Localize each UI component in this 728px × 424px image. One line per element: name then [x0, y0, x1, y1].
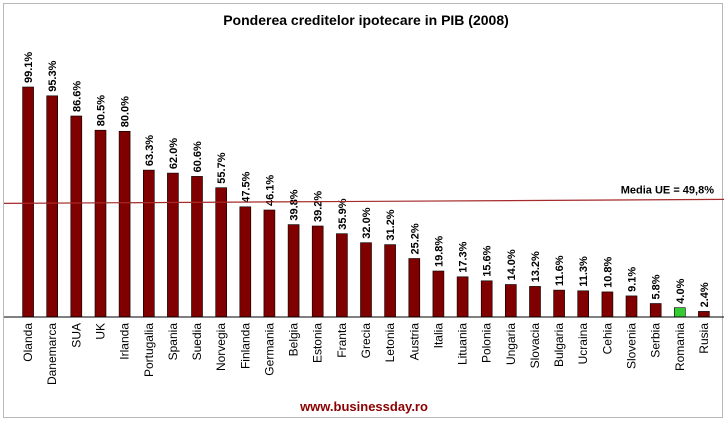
value-label-serbia: 5.8%	[651, 274, 663, 299]
bar-austria	[408, 258, 421, 318]
chart-title: Ponderea creditelor ipotecare in PIB (20…	[223, 12, 509, 28]
chart-frame: Ponderea creditelor ipotecare in PIB (20…	[3, 3, 724, 418]
bar-norvegia	[215, 187, 227, 318]
value-label-slovenia: 9.1%	[627, 267, 639, 292]
category-label-grecia: Grecia	[359, 323, 373, 359]
bar-uk	[94, 129, 107, 318]
bar-romania	[673, 307, 686, 318]
value-label-cehia: 10.8%	[602, 256, 614, 287]
category-label-estonia: Estonia	[311, 323, 325, 363]
category-label-polonia: Polonia	[480, 323, 494, 363]
value-label-franta: 35.9%	[337, 198, 349, 229]
category-label-rusia: Rusia	[697, 323, 711, 354]
category-label-belgia: Belgia	[287, 323, 301, 357]
value-label-sua: 86.6%	[71, 81, 83, 112]
category-label-slovacia: Slovacia	[528, 323, 542, 369]
value-label-grecia: 32.0%	[361, 207, 373, 238]
category-label-cehia: Cehia	[600, 323, 614, 355]
bars-group	[22, 86, 710, 318]
category-label-suedia: Suedia	[190, 323, 204, 361]
category-label-olanda: Olanda	[21, 323, 35, 362]
value-label-polonia: 15.6%	[482, 245, 494, 276]
category-label-germania: Germania	[262, 323, 276, 376]
bar-letonia	[384, 244, 396, 318]
value-label-bulgaria: 11.6%	[554, 255, 566, 286]
category-label-serbia: Serbia	[649, 323, 663, 358]
category-label-austria: Austria	[407, 323, 421, 361]
category-label-letonia: Letonia	[383, 323, 397, 363]
category-label-ucraina: Ucraina	[576, 323, 590, 365]
value-label-rusia: 2.4%	[699, 282, 711, 307]
average-line-label: Media UE = 49,8%	[621, 184, 714, 196]
source-watermark: www.businessday.ro	[299, 399, 428, 414]
value-label-olanda: 99.1%	[23, 52, 35, 83]
bar-chart: Ponderea creditelor ipotecare in PIB (20…	[4, 12, 724, 414]
category-label-sua: SUA	[69, 323, 83, 348]
bar-bulgaria	[553, 289, 565, 318]
value-label-uk: 80.5%	[96, 95, 108, 126]
bar-irlanda	[118, 131, 131, 318]
value-label-slovacia: 13.2%	[530, 251, 542, 282]
bar-spania	[167, 172, 179, 318]
value-label-norvegia: 55.7%	[216, 152, 228, 183]
bar-slovenia	[625, 295, 638, 318]
value-label-ucraina: 11.3%	[578, 256, 590, 287]
category-label-franta: Franta	[335, 323, 349, 358]
value-label-italia: 19.8%	[433, 236, 445, 267]
average-line	[4, 198, 724, 204]
bar-sua	[70, 115, 83, 318]
bar-germania	[263, 209, 276, 318]
value-label-finlanda: 47.5%	[240, 171, 252, 202]
bar-belgia	[287, 224, 300, 318]
value-label-letonia: 31.2%	[385, 209, 397, 240]
bar-slovacia	[529, 286, 541, 318]
bar-rusia	[698, 311, 710, 318]
value-label-ungaria: 14.0%	[506, 249, 518, 280]
bar-italia	[432, 270, 445, 318]
bar-lituania	[456, 276, 469, 318]
bar-finlanda	[239, 206, 252, 318]
bar-suedia	[191, 176, 203, 318]
value-label-austria: 25.2%	[409, 223, 421, 254]
bar-estonia	[311, 225, 324, 318]
category-label-spania: Spania	[166, 323, 180, 361]
value-label-romania: 4.0%	[675, 278, 687, 303]
value-label-spania: 62.0%	[168, 138, 180, 169]
category-label-irlanda: Irlanda	[118, 323, 132, 360]
category-label-ungaria: Ungaria	[504, 323, 518, 365]
bar-ungaria	[504, 284, 517, 318]
category-labels-group: Olanda Danemarca SUA UK Irlanda Portugalia Spa…	[21, 323, 711, 385]
category-label-portugalia: Portugalia	[142, 323, 156, 377]
bar-ucraina	[577, 290, 590, 318]
category-label-lituania: Lituania	[456, 323, 470, 365]
bar-serbia	[649, 303, 662, 318]
value-label-danemarca: 95.3%	[47, 60, 59, 91]
value-label-germania: 46.1%	[264, 175, 276, 206]
value-labels-group: 99.1% 95.3% 86.6% 80.5% 80.0% 63.3% 62.0% 60.6%…	[23, 52, 711, 308]
value-label-lituania: 17.3%	[458, 241, 470, 272]
category-label-italia: Italia	[431, 323, 445, 349]
value-label-belgia: 39.8%	[289, 189, 301, 220]
bar-olanda	[22, 86, 34, 318]
category-label-danemarca: Danemarca	[45, 323, 59, 385]
bar-portugalia	[143, 169, 155, 318]
bar-cehia	[601, 291, 614, 318]
value-label-portugalia: 63.3%	[144, 135, 156, 166]
category-label-uk: UK	[94, 323, 108, 340]
category-label-norvegia: Norvegia	[214, 323, 228, 371]
bar-polonia	[480, 280, 493, 318]
category-label-slovenia: Slovenia	[625, 323, 639, 369]
category-label-finlanda: Finlanda	[238, 323, 252, 369]
bar-grecia	[360, 242, 372, 318]
category-label-romania: Romania	[673, 323, 687, 371]
value-label-irlanda: 80.0%	[120, 96, 132, 127]
bar-danemarca	[46, 95, 59, 318]
category-label-bulgaria: Bulgaria	[552, 323, 566, 367]
bar-franta	[336, 233, 348, 318]
value-label-suedia: 60.6%	[192, 141, 204, 172]
value-label-estonia: 39.2%	[313, 191, 325, 222]
